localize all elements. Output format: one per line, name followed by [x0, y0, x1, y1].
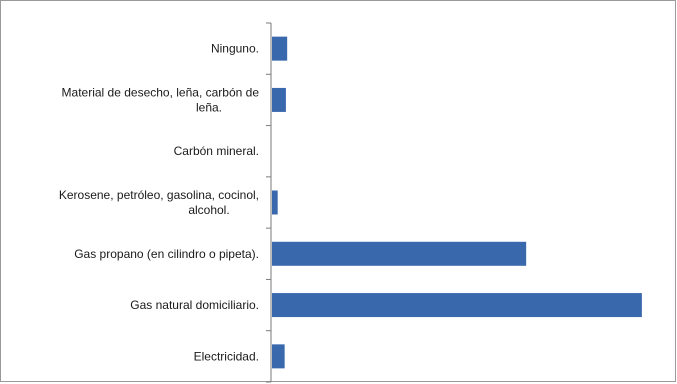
bar-0: [272, 36, 288, 61]
bar-1: [272, 87, 286, 112]
bar-4: [272, 241, 527, 266]
bar-5: [272, 293, 642, 318]
category-label: Carbón mineral.: [174, 144, 259, 158]
category-label: Material de desecho, leña, carbón de leña…: [62, 85, 260, 114]
bar-6: [272, 344, 285, 369]
category-label: Gas natural domiciliario.: [130, 298, 259, 312]
category-label: Gas propano (en cilindro o pipeta).: [74, 247, 259, 261]
bar-3: [272, 190, 278, 215]
category-label: Electricidad.: [194, 349, 259, 363]
category-label: Ninguno.: [211, 42, 259, 56]
category-label: Kerosene, petróleo, gasolina, cocinol, al…: [59, 188, 259, 217]
